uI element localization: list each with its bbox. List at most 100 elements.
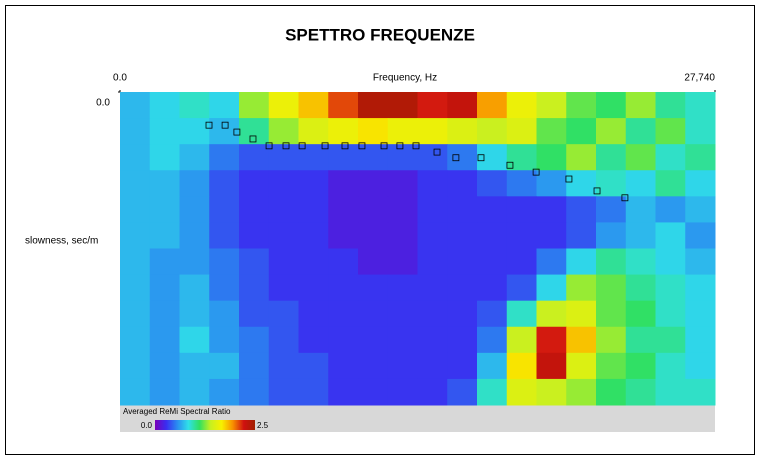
heatmap-cell xyxy=(447,379,477,406)
heatmap-cell xyxy=(566,144,596,171)
heatmap-cell xyxy=(418,92,448,119)
heatmap-cell xyxy=(626,92,656,119)
heatmap-cell xyxy=(418,222,448,249)
heatmap-cell xyxy=(507,196,537,223)
heatmap-cell xyxy=(328,275,358,302)
heatmap-cell xyxy=(269,327,299,354)
chart-title: SPETTRO FREQUENZE xyxy=(285,25,475,44)
heatmap-cell xyxy=(685,92,715,119)
heatmap-cell xyxy=(120,222,150,249)
heatmap-cell xyxy=(418,144,448,171)
heatmap-cell xyxy=(358,327,388,354)
heatmap-cell xyxy=(596,353,626,380)
heatmap-cell xyxy=(685,379,715,406)
heatmap-cell xyxy=(120,92,150,119)
heatmap-cell xyxy=(537,301,567,328)
heatmap-cell xyxy=(596,327,626,354)
heatmap-cell xyxy=(418,170,448,197)
heatmap-cell xyxy=(180,275,210,302)
heatmap-cell xyxy=(358,222,388,249)
heatmap-cell xyxy=(239,301,269,328)
heatmap-cell xyxy=(358,118,388,145)
heatmap-cell xyxy=(537,275,567,302)
heatmap-cell xyxy=(299,379,329,406)
heatmap-cell xyxy=(596,222,626,249)
colorbar-tick-label: 2.5 xyxy=(257,421,269,430)
heatmap-cell xyxy=(626,196,656,223)
heatmap-cell xyxy=(626,144,656,171)
heatmap-cell xyxy=(269,275,299,302)
heatmap-cell xyxy=(328,301,358,328)
heatmap-cell xyxy=(477,379,507,406)
heatmap-cell xyxy=(209,170,239,197)
heatmap-cell xyxy=(566,301,596,328)
heatmap-cell xyxy=(418,275,448,302)
heatmap-cell xyxy=(239,222,269,249)
heatmap-cell xyxy=(477,170,507,197)
heatmap-cell xyxy=(537,249,567,276)
heatmap-cell xyxy=(209,196,239,223)
heatmap-cell xyxy=(477,196,507,223)
heatmap-cell xyxy=(388,327,418,354)
heatmap-cell xyxy=(477,118,507,145)
heatmap-cell xyxy=(596,118,626,145)
heatmap-cell xyxy=(685,275,715,302)
heatmap-cell xyxy=(507,92,537,119)
x-axis-label: Frequency, Hz xyxy=(373,73,437,84)
heatmap-cell xyxy=(656,222,686,249)
heatmap-cell xyxy=(299,222,329,249)
heatmap-cell xyxy=(566,196,596,223)
heatmap-cell xyxy=(447,222,477,249)
heatmap-cell xyxy=(388,353,418,380)
heatmap-cell xyxy=(150,222,180,249)
heatmap-cell xyxy=(269,144,299,171)
heatmap-cell xyxy=(656,92,686,119)
heatmap-cell xyxy=(328,92,358,119)
heatmap-cell xyxy=(209,92,239,119)
heatmap-cell xyxy=(358,301,388,328)
heatmap-cell xyxy=(626,249,656,276)
heatmap-cell xyxy=(566,222,596,249)
heatmap-cell xyxy=(626,118,656,145)
heatmap-cell xyxy=(507,301,537,328)
colorbar-tick-label: 0.0 xyxy=(141,421,153,430)
heatmap-cell xyxy=(299,144,329,171)
heatmap-cell xyxy=(180,353,210,380)
heatmap-cell xyxy=(299,353,329,380)
heatmap-cell xyxy=(209,249,239,276)
heatmap-cell xyxy=(507,353,537,380)
heatmap-cell xyxy=(596,92,626,119)
heatmap-cell xyxy=(209,379,239,406)
heatmap-cell xyxy=(507,275,537,302)
heatmap-cell xyxy=(299,275,329,302)
heatmap-cell xyxy=(507,222,537,249)
heatmap-cell xyxy=(180,196,210,223)
heatmap-cell xyxy=(388,301,418,328)
heatmap-cell xyxy=(358,275,388,302)
heatmap-cell xyxy=(299,327,329,354)
heatmap-cell xyxy=(120,327,150,354)
heatmap-cell xyxy=(477,275,507,302)
y-tick-label: 0.0 xyxy=(96,98,110,109)
heatmap-cell xyxy=(120,170,150,197)
x-tick-label: 0.0 xyxy=(113,73,127,84)
heatmap-cell xyxy=(596,275,626,302)
heatmap-cell xyxy=(477,327,507,354)
heatmap-cell xyxy=(418,327,448,354)
heatmap-cell xyxy=(537,327,567,354)
heatmap-cell xyxy=(328,327,358,354)
heatmap-cell xyxy=(537,92,567,119)
heatmap-cell xyxy=(537,170,567,197)
heatmap-cell xyxy=(626,222,656,249)
heatmap-cell xyxy=(685,249,715,276)
heatmap-cell xyxy=(626,353,656,380)
heatmap-cell xyxy=(299,92,329,119)
heatmap-cell xyxy=(447,327,477,354)
heatmap-cell xyxy=(299,196,329,223)
heatmap-cell xyxy=(180,379,210,406)
heatmap-cell xyxy=(477,353,507,380)
heatmap-cell xyxy=(120,249,150,276)
heatmap-cell xyxy=(656,379,686,406)
heatmap-cell xyxy=(180,222,210,249)
heatmap-cell xyxy=(447,170,477,197)
